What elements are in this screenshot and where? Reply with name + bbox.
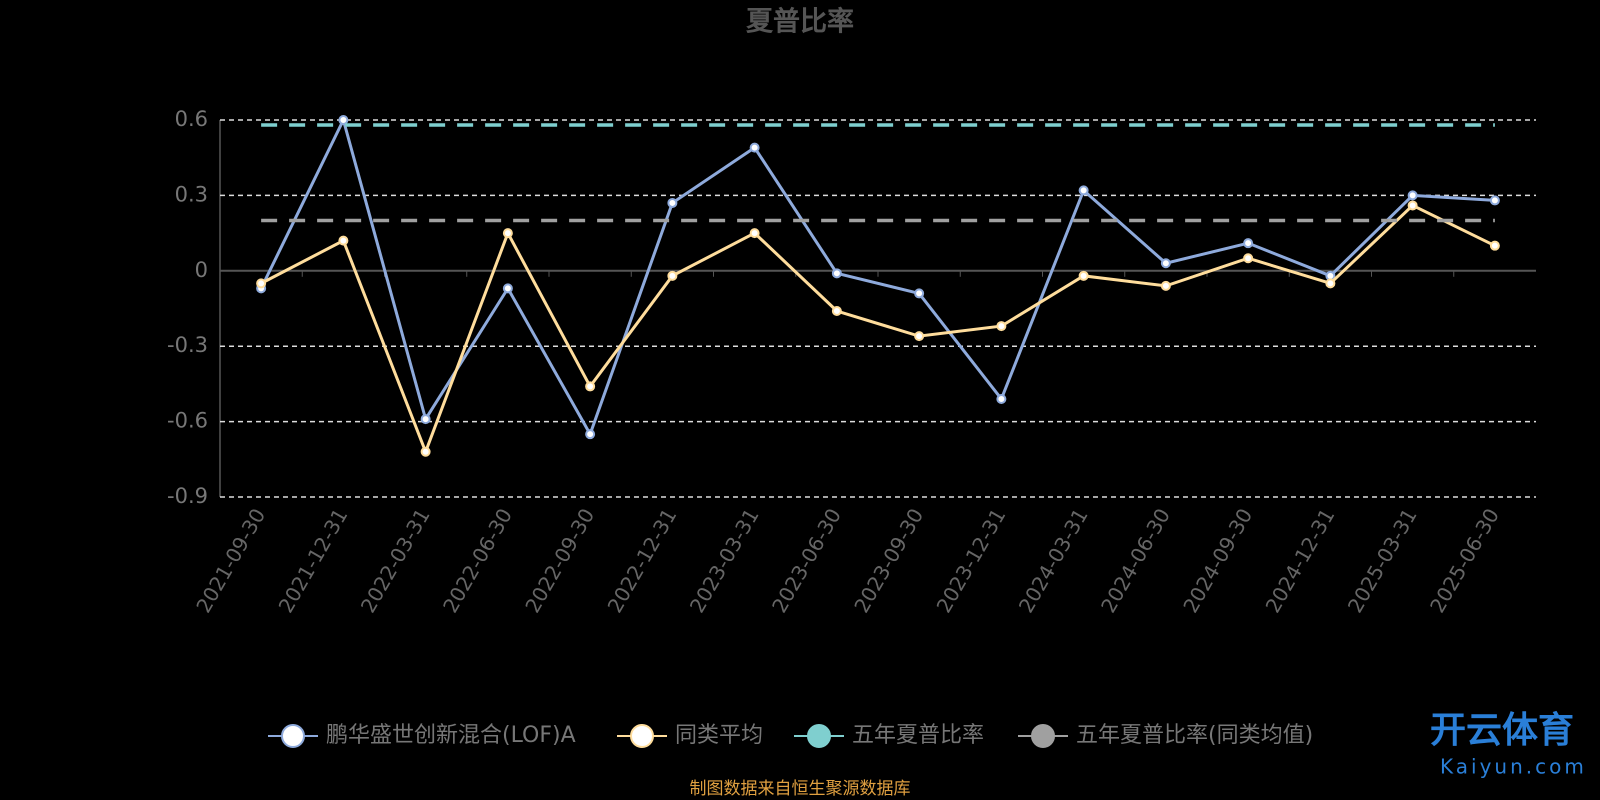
- x-tick-label: 2021-09-30: [191, 504, 270, 617]
- x-tick-label: 2022-12-31: [603, 504, 682, 617]
- watermark-brand: 开云体育: [1430, 710, 1574, 751]
- y-tick-label: 0.6: [175, 107, 208, 131]
- data-point: [667, 197, 678, 208]
- x-tick-label: 2024-06-30: [1096, 504, 1175, 617]
- legend-label: 鹏华盛世创新混合(LOF)A: [326, 723, 576, 748]
- y-tick-label: 0.3: [175, 182, 208, 206]
- data-point: [502, 283, 513, 294]
- legend-marker: [281, 724, 305, 748]
- x-tick-label: 2022-03-31: [356, 504, 435, 617]
- data-point: [914, 331, 925, 342]
- data-point: [1407, 190, 1418, 201]
- data-point: [1243, 238, 1254, 249]
- legend-marker: [630, 724, 654, 748]
- x-tick-label: 2024-12-31: [1261, 504, 1340, 617]
- y-tick-label: -0.9: [167, 484, 208, 508]
- data-point: [914, 288, 925, 299]
- y-tick-label: 0: [195, 258, 208, 282]
- data-point: [502, 228, 513, 239]
- x-tick-label: 2022-09-30: [520, 504, 599, 617]
- data-point: [1078, 185, 1089, 196]
- data-point: [667, 270, 678, 281]
- data-point: [1078, 270, 1089, 281]
- x-tick-label: 2023-03-31: [685, 504, 764, 617]
- x-tick-label: 2023-06-30: [767, 504, 846, 617]
- x-tick-label: 2021-12-31: [274, 504, 353, 617]
- data-point: [1489, 240, 1500, 251]
- x-tick-label: 2022-06-30: [438, 504, 517, 617]
- x-tick-label: 2025-03-31: [1343, 504, 1422, 617]
- data-point: [338, 235, 349, 246]
- chart-title: 夏普比率: [746, 6, 854, 38]
- series-line: [259, 115, 1495, 438]
- data-point: [749, 228, 760, 239]
- x-tick-label: 2023-12-31: [932, 504, 1011, 617]
- series-line: [260, 203, 1496, 456]
- data-point: [996, 321, 1007, 332]
- x-tick-label: 2025-06-30: [1425, 504, 1504, 617]
- x-tick-label: 2024-03-31: [1014, 504, 1093, 617]
- data-point: [996, 393, 1007, 404]
- data-point: [585, 381, 596, 392]
- data-point: [1489, 195, 1500, 206]
- data-point: [1243, 253, 1254, 264]
- data-point: [749, 142, 760, 153]
- legend-label: 五年夏普比率(同类均值): [1076, 723, 1313, 748]
- data-point: [1407, 200, 1418, 211]
- data-point: [1325, 278, 1336, 289]
- legend-label: 同类平均: [675, 723, 763, 748]
- data-point: [831, 306, 842, 317]
- data-point: [831, 268, 842, 279]
- y-tick-label: -0.3: [167, 333, 208, 357]
- data-point: [420, 414, 431, 425]
- data-point: [585, 429, 596, 440]
- data-point: [420, 446, 431, 457]
- watermark-url: Kaiyun.com: [1440, 755, 1587, 779]
- data-point: [1160, 280, 1171, 291]
- y-tick-label: -0.6: [167, 409, 208, 433]
- x-tick-label: 2024-09-30: [1178, 504, 1257, 617]
- legend-marker: [807, 724, 831, 748]
- data-point: [338, 115, 349, 125]
- data-point: [1160, 258, 1171, 269]
- source-note: 制图数据来自恒生聚源数据库: [690, 779, 911, 799]
- x-tick-label: 2023-09-30: [849, 504, 928, 617]
- legend-marker: [1031, 724, 1055, 748]
- legend-label: 五年夏普比率: [852, 723, 984, 748]
- data-point: [256, 278, 267, 289]
